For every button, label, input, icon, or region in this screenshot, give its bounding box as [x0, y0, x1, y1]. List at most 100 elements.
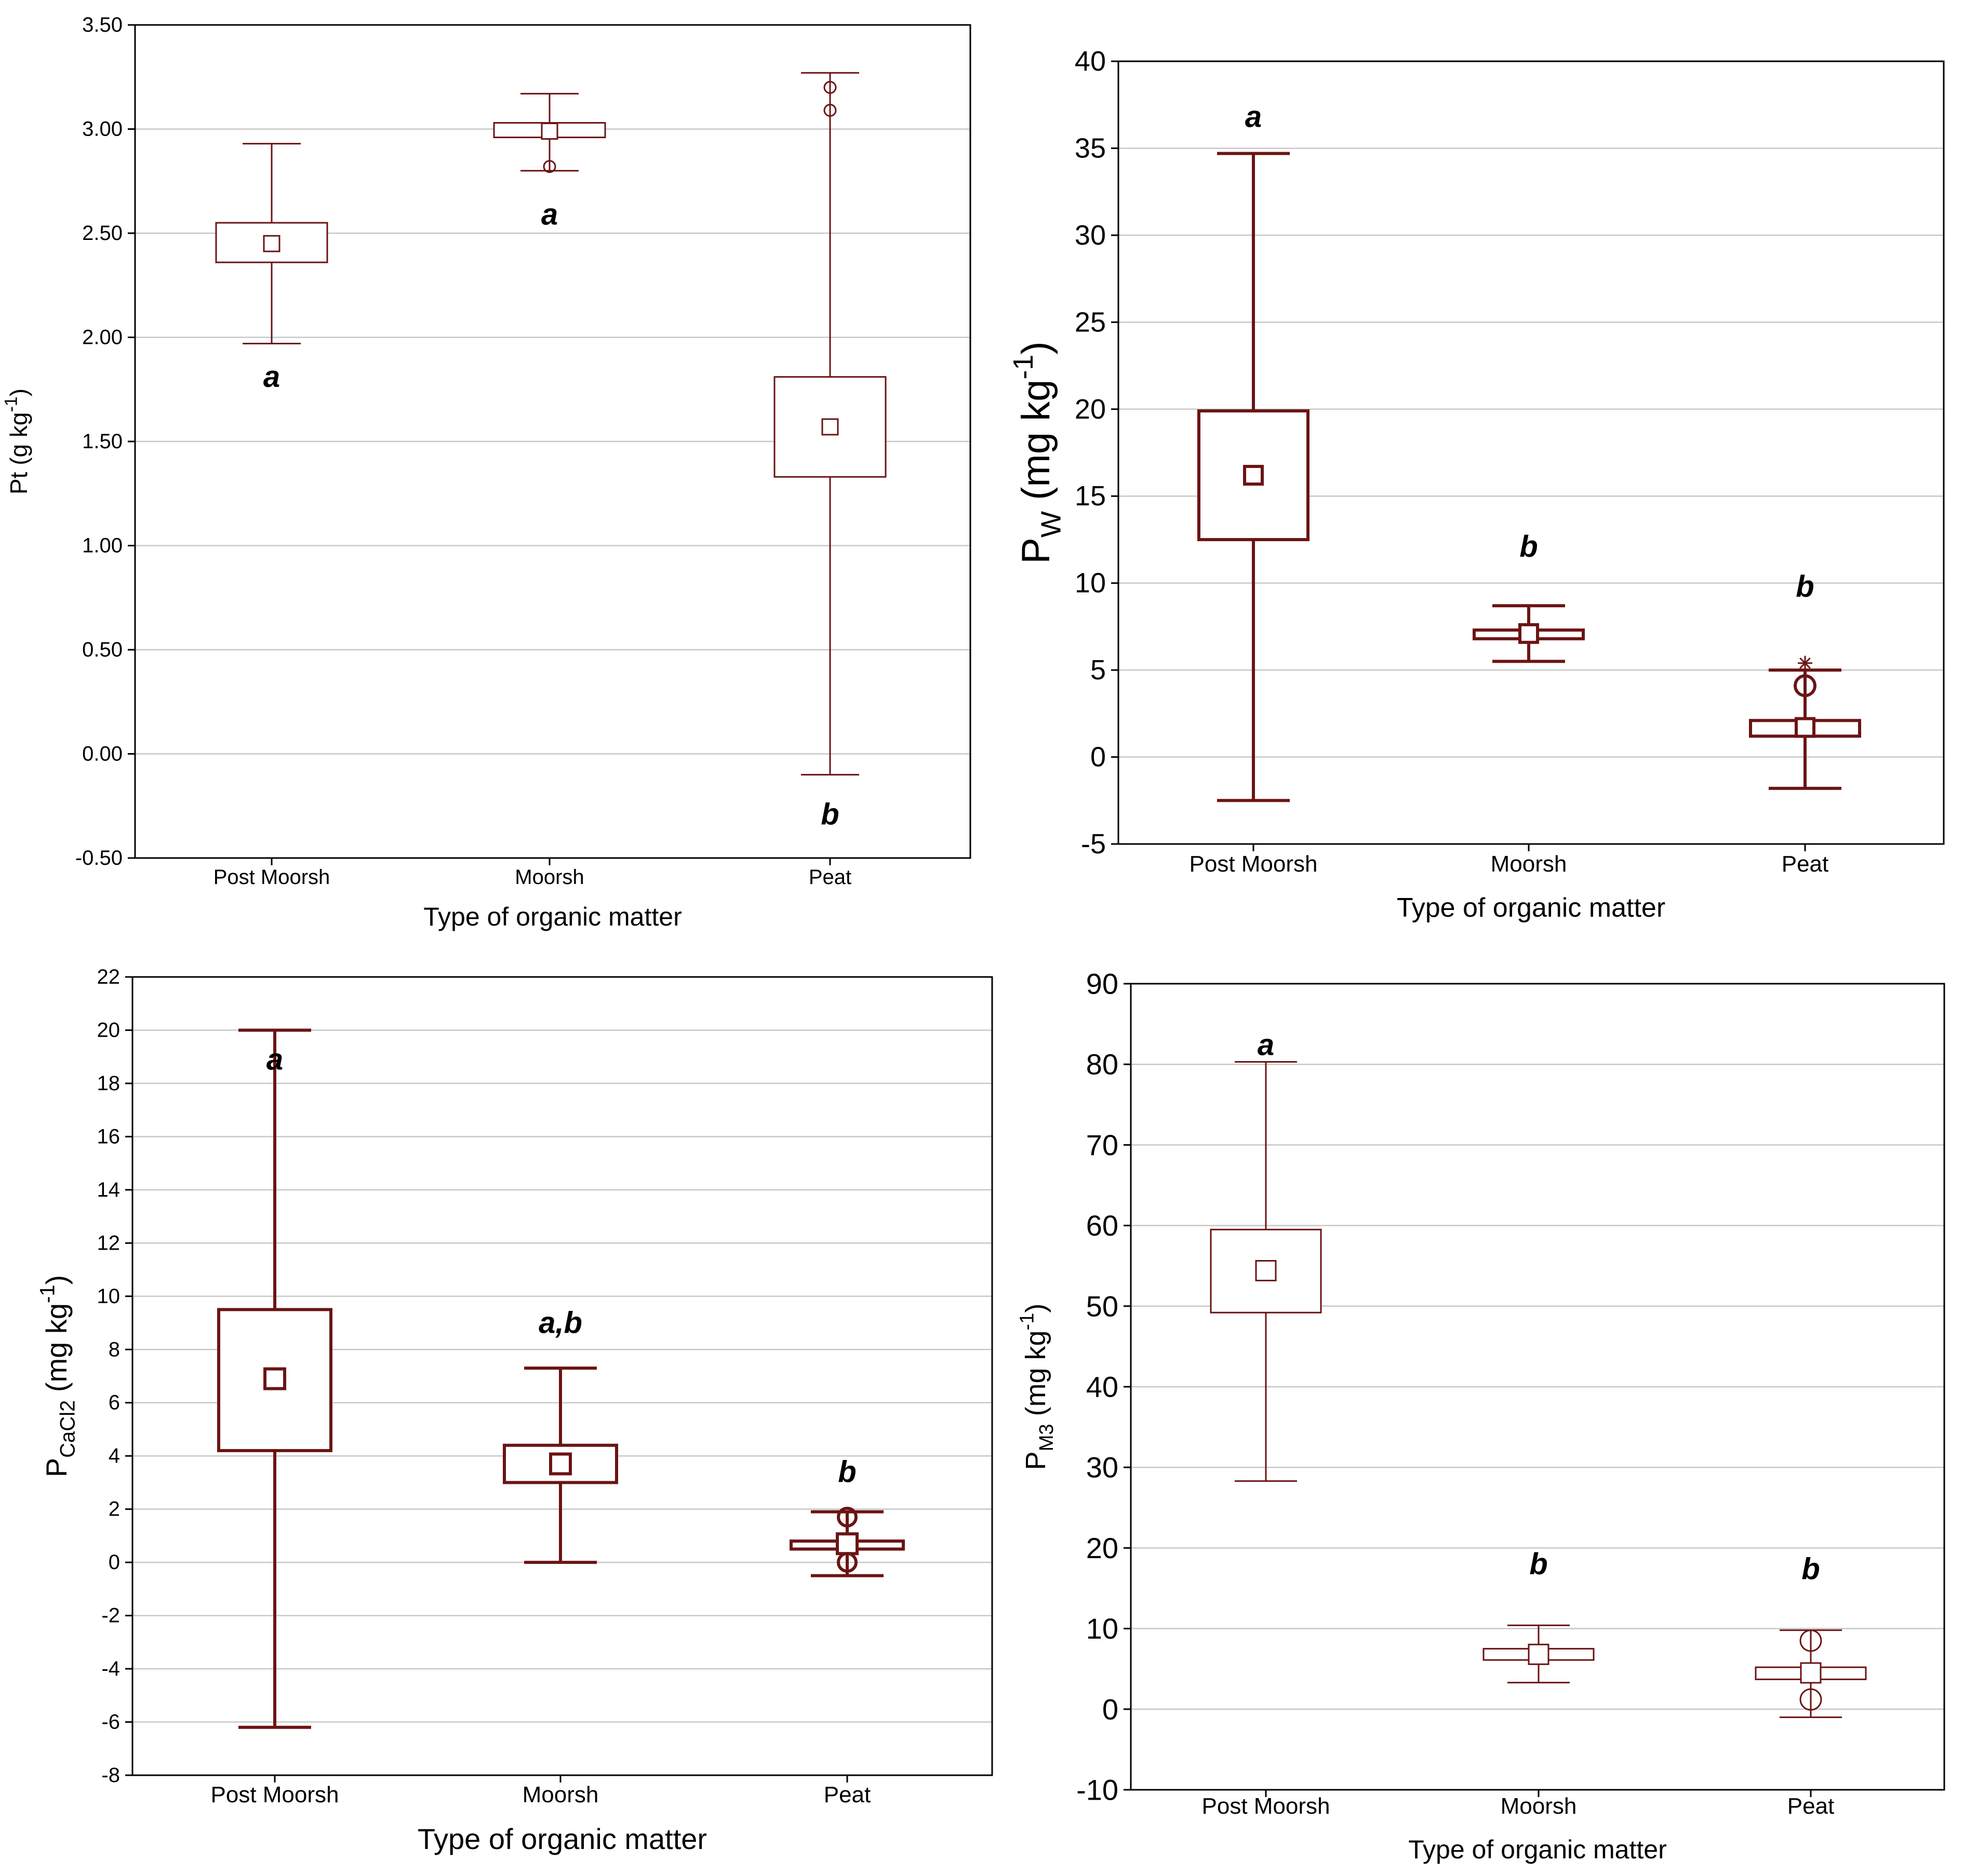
- mean-marker: [541, 123, 558, 140]
- y-tick-label: 0.00: [82, 743, 123, 766]
- x-tick-label: Post Moorsh: [213, 866, 330, 889]
- y-tick-label: 2.00: [82, 326, 123, 349]
- mean-marker: [1518, 623, 1539, 644]
- chart-panel-3: -8 -6 -4 -2 0 2 4 6 8 10 12 14 16 18 20 22 Post Moorsh Mo…: [36, 966, 993, 1855]
- outlier-point: [837, 1507, 858, 1528]
- y-tick-label: 8: [109, 1338, 120, 1361]
- x-tick-label: Peat: [824, 1782, 871, 1807]
- y-tick-label: 2.50: [82, 222, 123, 245]
- chart-panel-2: -5 0 5 10 15 20 25 30 35 40 Post Moorsh Moorsh Peat T…: [1008, 46, 1945, 923]
- x-axis-title: Type of organic matter: [418, 1823, 707, 1855]
- box-plot-moorsh: b: [1473, 530, 1585, 663]
- y-tick-label: 10: [1075, 568, 1106, 599]
- box-plot-moorsh: a: [493, 92, 606, 231]
- x-tick-label: Peat: [809, 866, 851, 889]
- significance-letter: b: [1796, 570, 1814, 604]
- x-tick-label: Moorsh: [515, 866, 584, 889]
- y-tick-label: 15: [1075, 480, 1106, 512]
- chart-panel-1: -0.50 0.00 0.50 1.00 1.50 2.00 2.50 3.00 3.50 Pos…: [2, 14, 971, 931]
- y-tick-label: 60: [1086, 1209, 1118, 1242]
- y-tick-label: -4: [101, 1657, 120, 1680]
- outlier-point: [823, 81, 837, 94]
- y-tick-label: 1.00: [82, 534, 123, 557]
- y-tick-label: -0.50: [75, 847, 123, 869]
- box-plot-post-moorsh: a: [215, 143, 328, 394]
- significance-letter: b: [821, 797, 839, 831]
- significance-letter: a: [263, 360, 280, 394]
- significance-letter: b: [1529, 1547, 1547, 1581]
- y-tick-label: -8: [101, 1764, 120, 1787]
- y-axis-title: PW (mg kg-1): [1008, 341, 1066, 564]
- box-plot-moorsh: a,b: [503, 1306, 618, 1564]
- y-tick-label: 3.50: [82, 14, 123, 36]
- mean-marker: [821, 418, 839, 436]
- x-tick-label: Moorsh: [523, 1782, 599, 1807]
- y-tick-label: 90: [1086, 968, 1118, 1000]
- y-tick-label: 70: [1086, 1129, 1118, 1161]
- mean-marker: [549, 1452, 572, 1476]
- x-tick-label: Moorsh: [1491, 851, 1567, 877]
- outlier-point: [823, 103, 837, 117]
- y-tick-label: 6: [109, 1391, 120, 1414]
- box-plot-peat: b: [790, 1455, 905, 1577]
- significance-letter: b: [838, 1455, 856, 1489]
- y-tick-label: 12: [97, 1231, 121, 1254]
- y-tick-label: 20: [1075, 394, 1106, 425]
- y-tick-label: 30: [1086, 1451, 1118, 1484]
- y-tick-label: 2: [109, 1498, 120, 1521]
- mean-marker: [836, 1532, 859, 1556]
- y-tick-label: 25: [1075, 306, 1106, 338]
- plot-frame: [1117, 60, 1945, 845]
- y-tick-label: -2: [101, 1604, 120, 1627]
- y-axis-title: PM3 (mg kg-1): [1016, 1304, 1058, 1470]
- x-axis-title: Type of organic matter: [1408, 1835, 1666, 1864]
- x-axis-title: Type of organic matter: [1397, 893, 1665, 923]
- y-tick-label: 30: [1075, 220, 1106, 251]
- box-plot-peat: b: [1755, 1552, 1867, 1718]
- extreme-point: [1798, 655, 1812, 671]
- x-tick-label: Peat: [1787, 1793, 1835, 1819]
- box-plot-post-moorsh: a: [217, 1028, 332, 1729]
- mean-marker: [1800, 1662, 1822, 1684]
- mean-marker: [1528, 1643, 1549, 1665]
- y-tick-label: 40: [1075, 46, 1106, 77]
- y-tick-label: 0: [1090, 742, 1106, 773]
- x-tick-label: Moorsh: [1501, 1793, 1577, 1819]
- outlier-point: [837, 1552, 858, 1573]
- x-tick-label: Post Moorsh: [1202, 1793, 1330, 1819]
- y-tick-label: 20: [97, 1019, 121, 1041]
- significance-letter: a: [266, 1042, 283, 1076]
- y-tick-label: 5: [1090, 654, 1106, 686]
- mean-marker: [1795, 717, 1815, 738]
- x-axis-title: Type of organic matter: [423, 902, 682, 931]
- y-tick-label: 0: [109, 1551, 120, 1574]
- significance-letter: a,b: [539, 1306, 582, 1340]
- y-tick-label: -6: [101, 1711, 120, 1734]
- y-tick-label: 35: [1075, 132, 1106, 164]
- x-tick-label: Post Moorsh: [211, 1782, 339, 1807]
- significance-letter: a: [1245, 100, 1262, 134]
- y-tick-label: 14: [97, 1178, 121, 1201]
- outlier-point: [1799, 1629, 1822, 1652]
- outlier-point: [543, 160, 556, 173]
- significance-letter: a: [541, 197, 558, 231]
- y-tick-label: 0: [1102, 1693, 1118, 1725]
- plot-frame: [131, 976, 993, 1776]
- y-tick-label: 16: [97, 1125, 121, 1148]
- y-tick-label: -10: [1076, 1774, 1118, 1806]
- y-tick-label: 22: [97, 966, 121, 988]
- box-plot-moorsh: b: [1482, 1547, 1595, 1684]
- y-tick-label: 18: [97, 1072, 121, 1095]
- mean-marker: [1255, 1260, 1277, 1282]
- y-tick-label: 10: [97, 1285, 121, 1308]
- y-tick-label: 10: [1086, 1612, 1118, 1645]
- y-tick-label: 20: [1086, 1532, 1118, 1564]
- y-tick-label: 50: [1086, 1290, 1118, 1322]
- y-axis-title: Pt (g kg-1): [2, 388, 32, 494]
- significance-letter: a: [1258, 1028, 1274, 1062]
- x-tick-label: Post Moorsh: [1190, 851, 1318, 877]
- box-plot-peat: b: [773, 72, 887, 831]
- box-plot-post-moorsh: a: [1210, 1028, 1322, 1482]
- chart-panel-4: -10 0 10 20 30 40 50 60 70 80 90 Post Moorsh Moorsh P…: [1016, 968, 1945, 1864]
- y-tick-label: 1.50: [82, 430, 123, 453]
